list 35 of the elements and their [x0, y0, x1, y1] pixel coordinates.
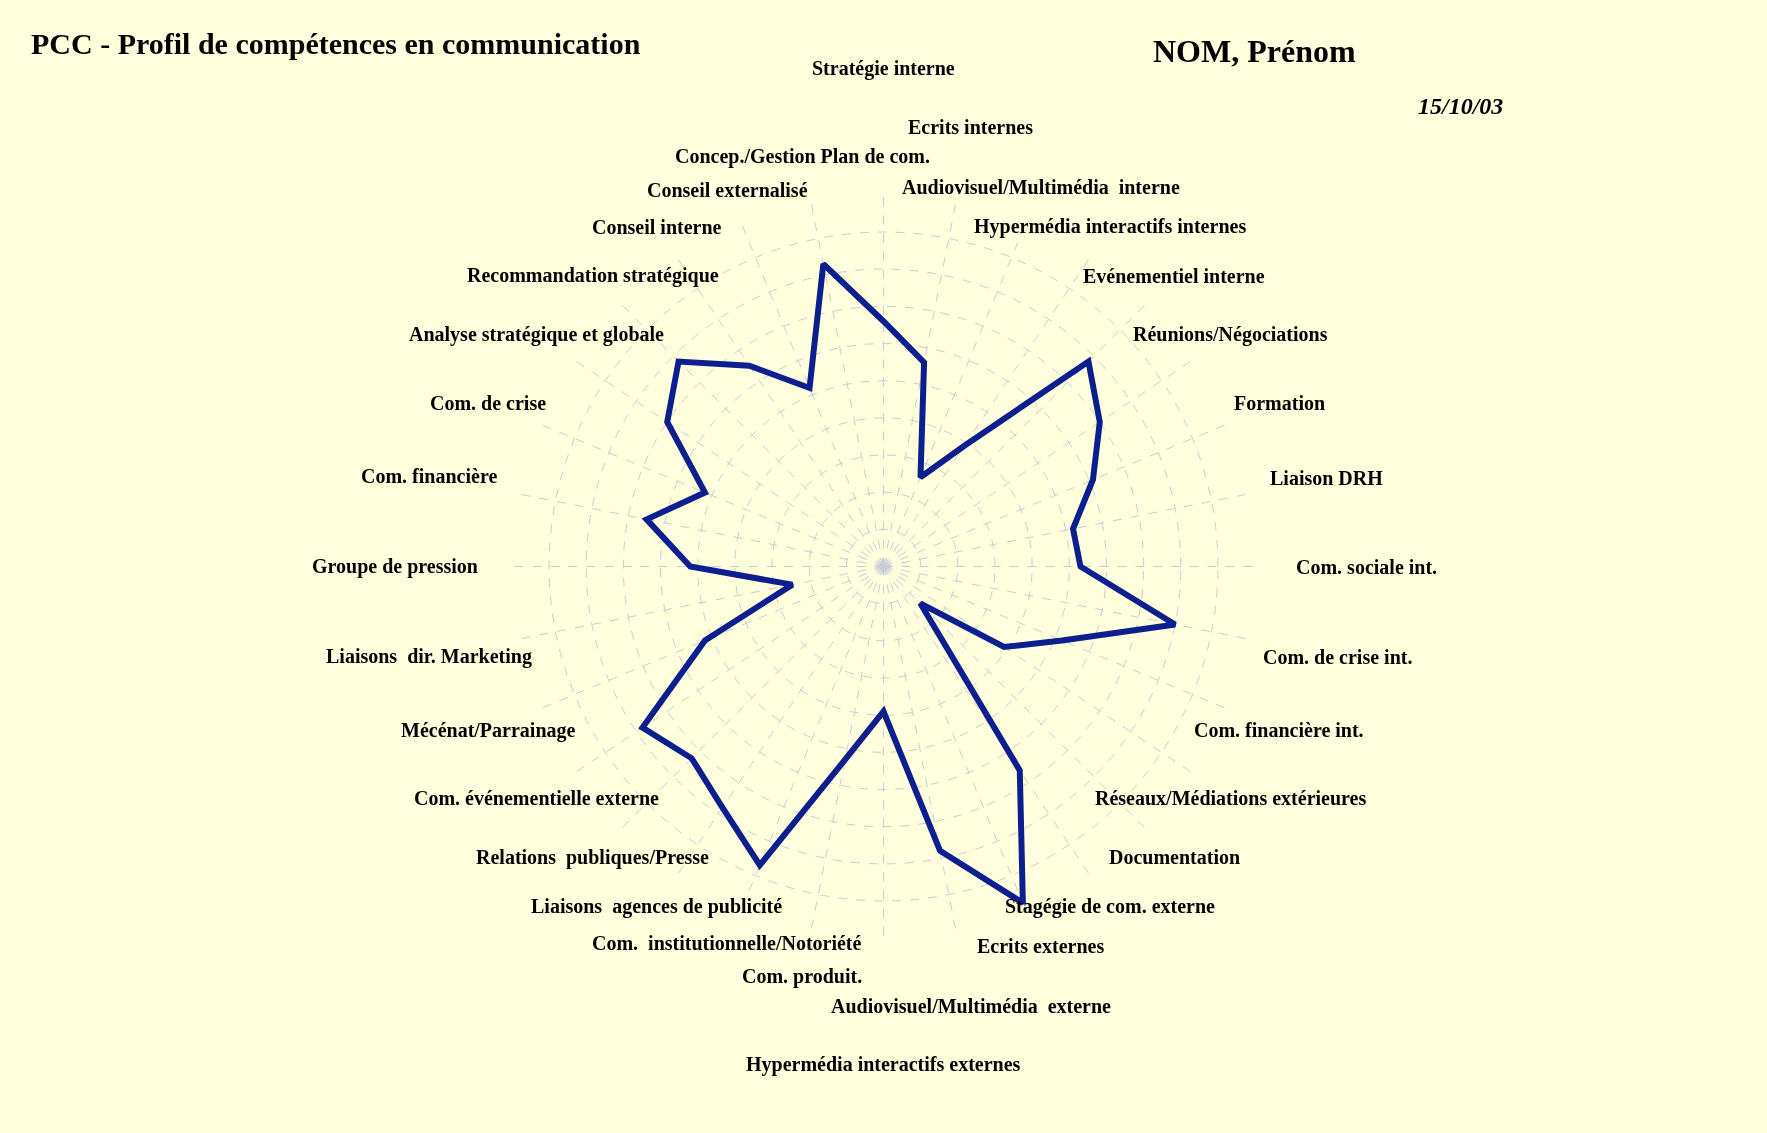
spoke-label: Evénementiel interne: [1083, 265, 1265, 287]
spoke-label: Com. sociale int.: [1296, 556, 1438, 578]
spoke-label: Com. de crise int.: [1263, 646, 1413, 668]
spoke-label: Mécénat/Parrainage: [401, 719, 576, 742]
spoke-label: Réunions/Négociations: [1133, 323, 1328, 346]
spoke-label: Com. produit.: [742, 965, 863, 988]
spoke-label: Com. financière: [361, 465, 498, 487]
spoke-label: Formation: [1234, 392, 1326, 414]
spoke-label: Liaison DRH: [1270, 467, 1384, 489]
spoke-label: Hypermédia interactifs internes: [974, 215, 1247, 238]
spoke-label: Com. financière int.: [1194, 719, 1364, 741]
spoke-label: Com. événementielle externe: [414, 787, 660, 809]
spoke-label: Liaisons agences de publicité: [531, 895, 783, 918]
chart-subtitle: NOM, Prénom: [1153, 33, 1356, 69]
spoke-label: Ecrits internes: [908, 116, 1034, 138]
spoke-label: Com. institutionnelle/Notoriété: [592, 932, 862, 954]
spoke-label: Hypermédia interactifs externes: [746, 1053, 1021, 1076]
spoke-label: Conseil externalisé: [647, 179, 808, 201]
text: 15/10/03: [1418, 93, 1504, 119]
spoke-label: Analyse stratégique et globale: [409, 323, 665, 346]
spoke-label: Réseaux/Médiations extérieures: [1095, 787, 1367, 809]
spoke-label: Relations publiques/Presse: [476, 846, 710, 869]
spoke-label: Concep./Gestion Plan de com.: [675, 145, 930, 168]
spoke-label: Audiovisuel/Multimédia interne: [902, 176, 1180, 198]
spoke-label: Conseil interne: [592, 216, 722, 238]
spoke-label: Recommandation stratégique: [467, 264, 719, 287]
spoke-label: Audiovisuel/Multimédia externe: [831, 995, 1112, 1017]
chart-title: PCC - Profil de compétences en communication: [31, 27, 641, 60]
spoke-label: Liaisons dir. Marketing: [326, 645, 532, 668]
spoke-label: Com. de crise: [430, 392, 547, 414]
spoke-label: Stagégie de com. externe: [1005, 895, 1216, 918]
spoke-label: Ecrits externes: [977, 935, 1105, 957]
spoke-label: Stratégie interne: [812, 57, 955, 80]
spoke-label: Documentation: [1109, 846, 1241, 868]
spoke-label: Groupe de pression: [312, 555, 478, 578]
